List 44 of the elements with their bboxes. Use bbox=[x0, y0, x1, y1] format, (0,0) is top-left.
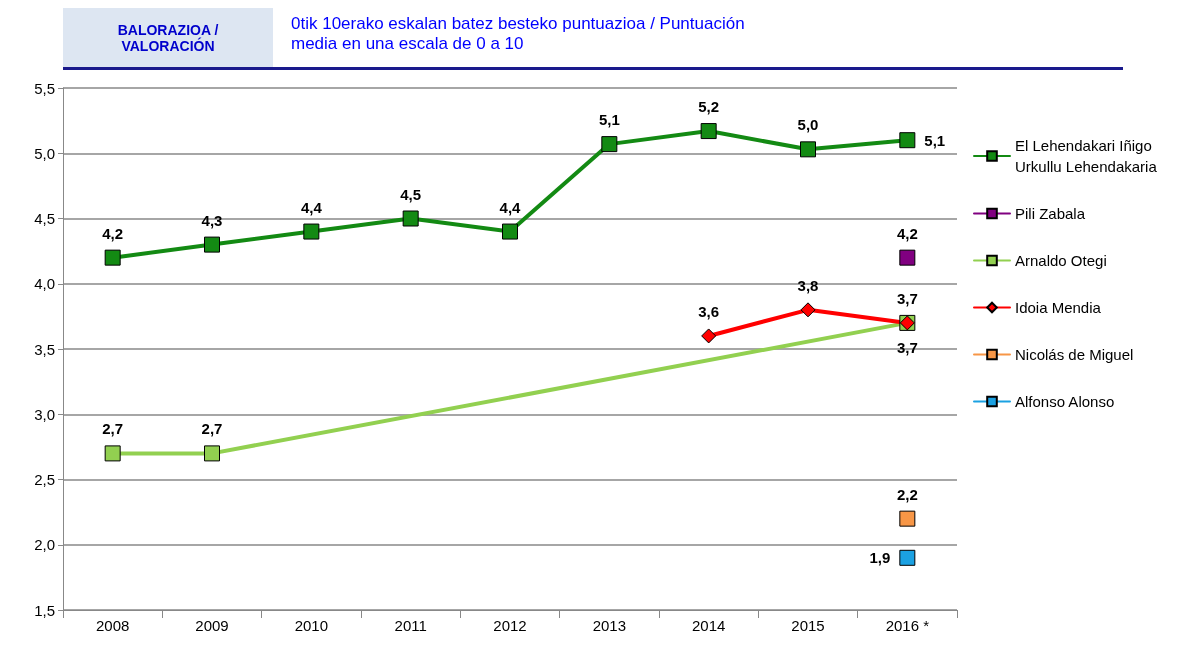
x-tick-label: 2015 bbox=[791, 617, 825, 634]
legend-label: Alfonso Alonso bbox=[1015, 393, 1115, 410]
legend-label: El Lehendakari Iñigo Urkullu Lehendakaria bbox=[1015, 137, 1158, 175]
x-tick-label: 2014 bbox=[691, 617, 726, 634]
data-label: 3,8 bbox=[797, 277, 819, 295]
data-label: 3,7 bbox=[896, 290, 918, 308]
data-label: 5,1 bbox=[924, 131, 946, 149]
x-tick-label: 2011 bbox=[394, 617, 427, 634]
y-tick-label: 2,5 bbox=[34, 471, 55, 488]
legend-label: Idoia Mendia bbox=[1015, 299, 1102, 316]
x-tick-label: 2016 * bbox=[885, 617, 930, 634]
x-tick-label: 2009 bbox=[195, 617, 229, 634]
data-label: 3,6 bbox=[698, 303, 720, 321]
chart-title: BALORAZIOA / VALORACIÓN bbox=[116, 21, 220, 54]
data-label: 4,2 bbox=[896, 224, 918, 242]
legend-label: Nicolás de Miguel bbox=[1015, 346, 1134, 363]
y-tick-label: 5,5 bbox=[34, 79, 55, 97]
data-label: 3,7 bbox=[896, 338, 918, 356]
x-tick-label: 2013 bbox=[592, 617, 627, 634]
y-tick-label: 4,5 bbox=[34, 210, 55, 227]
data-label: 2,2 bbox=[896, 485, 918, 503]
data-label: 4,3 bbox=[201, 211, 223, 229]
data-label: 5,1 bbox=[598, 111, 620, 129]
y-tick-label: 2,0 bbox=[34, 536, 55, 554]
data-label: 4,4 bbox=[300, 198, 323, 216]
chart-subtitle: 0tik 10erako eskalan batez besteko puntuazioa / Puntuación media en una escala de 0 a 10 bbox=[290, 13, 746, 55]
x-tick-label: 2012 bbox=[493, 617, 527, 634]
data-label: 4,4 bbox=[499, 198, 522, 216]
data-label: 5,2 bbox=[698, 98, 720, 116]
data-label: 2,7 bbox=[102, 420, 124, 438]
y-tick-label: 5,0 bbox=[34, 144, 55, 162]
data-label: 4,2 bbox=[102, 224, 124, 242]
data-label: 2,7 bbox=[201, 420, 223, 438]
y-tick-label: 1,5 bbox=[34, 601, 55, 619]
x-tick-label: 2010 bbox=[294, 617, 329, 634]
y-tick-label: 3,0 bbox=[34, 405, 55, 423]
data-label: 1,9 bbox=[869, 549, 891, 567]
legend-label: Pili Zabala bbox=[1015, 205, 1086, 222]
y-tick-label: 4,0 bbox=[34, 275, 55, 293]
data-label: 5,0 bbox=[797, 116, 819, 134]
y-tick-label: 3,5 bbox=[34, 340, 55, 358]
x-tick-label: 2008 bbox=[95, 617, 130, 634]
legend-label: Arnaldo Otegi bbox=[1015, 252, 1107, 269]
data-label: 4,5 bbox=[400, 185, 422, 203]
